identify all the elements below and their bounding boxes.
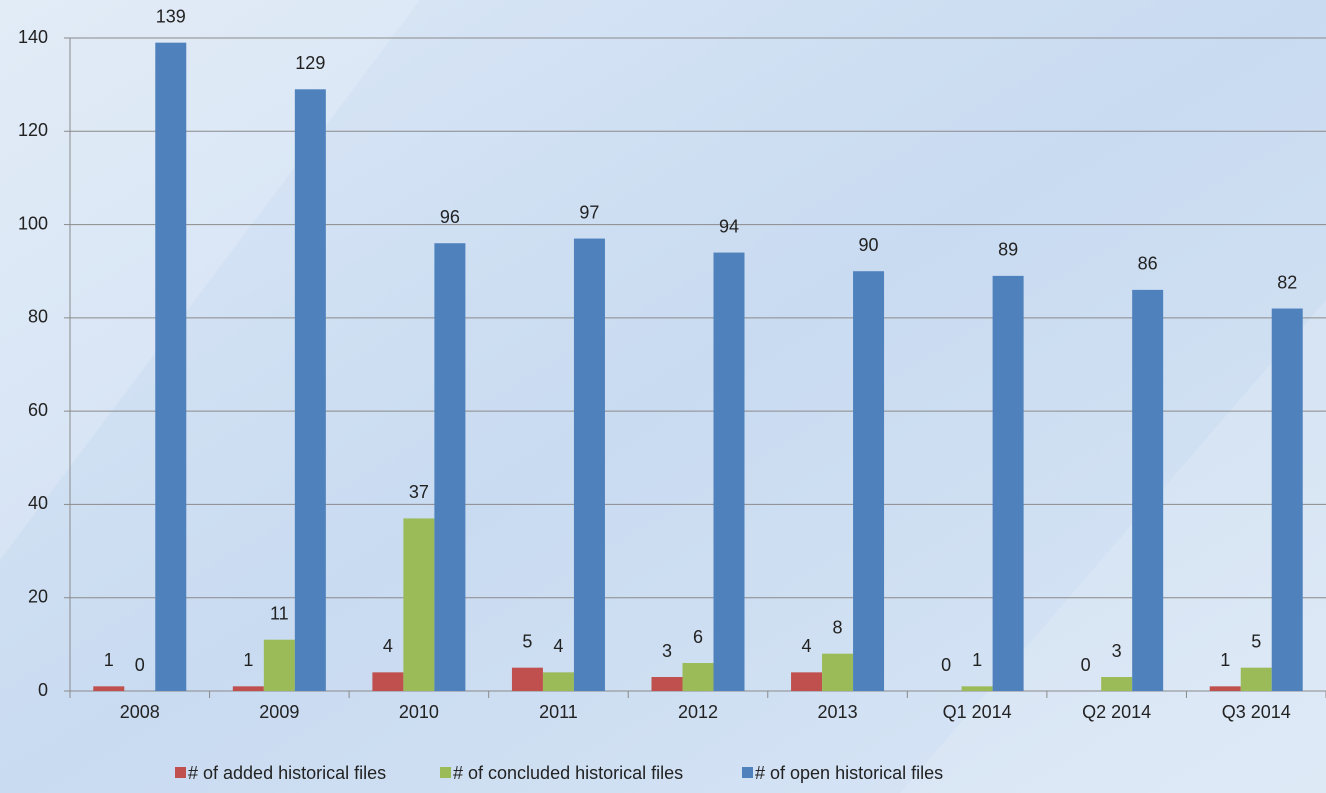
y-tick-label: 100 <box>18 213 48 233</box>
bar <box>434 243 466 691</box>
bar <box>1240 667 1272 691</box>
legend-swatch <box>440 767 451 778</box>
bar <box>713 252 745 692</box>
bar <box>294 89 326 692</box>
data-label: 6 <box>693 627 703 647</box>
data-label: 89 <box>998 240 1018 260</box>
legend-label: # of added historical files <box>188 763 386 783</box>
x-tick-label: Q1 2014 <box>943 702 1012 722</box>
legend-swatch <box>175 767 186 778</box>
data-label: 4 <box>802 636 812 656</box>
bar <box>1209 686 1241 691</box>
bar <box>682 663 714 691</box>
data-label: 86 <box>1138 254 1158 274</box>
bar <box>372 672 404 691</box>
bar <box>651 677 683 691</box>
bar <box>511 667 543 691</box>
y-tick-label: 80 <box>28 307 48 327</box>
data-label: 37 <box>409 482 429 502</box>
bar <box>822 653 854 691</box>
x-tick-label: Q2 2014 <box>1082 702 1151 722</box>
x-tick-label: 2010 <box>399 702 439 722</box>
bar <box>992 275 1024 691</box>
data-label: 129 <box>295 53 325 73</box>
bar <box>93 686 125 691</box>
bar <box>1271 308 1303 691</box>
x-tick-label: 2008 <box>120 702 160 722</box>
data-label: 1 <box>104 650 114 670</box>
bar <box>542 672 574 691</box>
bar <box>1101 677 1133 691</box>
legend-swatch <box>742 767 753 778</box>
bar <box>791 672 823 691</box>
y-tick-label: 0 <box>38 680 48 700</box>
bar <box>961 686 993 691</box>
data-label: 0 <box>941 655 951 675</box>
data-label: 11 <box>270 603 289 623</box>
data-label: 8 <box>833 617 843 637</box>
bar <box>1132 289 1164 691</box>
y-tick-label: 60 <box>28 400 48 420</box>
legend-label: # of open historical files <box>755 763 943 783</box>
data-label: 3 <box>662 641 672 661</box>
y-tick-label: 20 <box>28 586 48 606</box>
data-label: 5 <box>1251 631 1261 651</box>
data-label: 97 <box>579 202 599 222</box>
data-label: 1 <box>243 650 253 670</box>
bar <box>853 271 885 691</box>
y-tick-label: 140 <box>18 27 48 47</box>
bar <box>573 238 605 692</box>
data-label: 139 <box>156 6 186 26</box>
bar <box>155 42 187 691</box>
data-label: 4 <box>383 636 393 656</box>
data-label: 1 <box>1220 650 1230 670</box>
x-tick-label: 2013 <box>818 702 858 722</box>
bar <box>403 518 435 691</box>
bar <box>263 639 295 691</box>
bar <box>232 686 264 691</box>
y-tick-label: 120 <box>18 120 48 140</box>
x-tick-label: 2012 <box>678 702 718 722</box>
x-tick-label: Q3 2014 <box>1222 702 1291 722</box>
data-label: 94 <box>719 216 739 236</box>
data-label: 0 <box>1081 655 1091 675</box>
x-tick-label: 2009 <box>259 702 299 722</box>
y-tick-label: 40 <box>28 493 48 513</box>
data-label: 96 <box>440 207 460 227</box>
data-label: 4 <box>553 636 563 656</box>
data-label: 5 <box>522 631 532 651</box>
data-label: 90 <box>859 235 879 255</box>
x-tick-label: 2011 <box>539 702 578 722</box>
data-label: 82 <box>1277 272 1297 292</box>
legend-label: # of concluded historical files <box>453 763 683 783</box>
data-label: 3 <box>1112 641 1122 661</box>
data-label: 0 <box>135 655 145 675</box>
data-label: 1 <box>972 650 982 670</box>
